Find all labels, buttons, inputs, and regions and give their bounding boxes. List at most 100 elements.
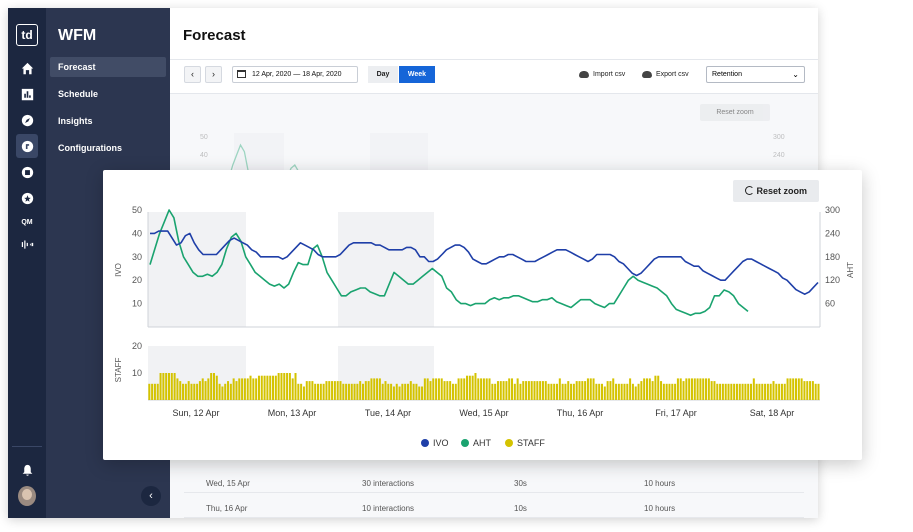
brand-title: WFM bbox=[58, 27, 97, 44]
staff-bar bbox=[342, 383, 345, 400]
staff-tick: 20 bbox=[132, 341, 142, 351]
star-icon[interactable] bbox=[16, 188, 38, 208]
staff-bar bbox=[570, 383, 573, 400]
date-range-text: 12 Apr, 2020 — 18 Apr, 2020 bbox=[252, 71, 342, 78]
import-csv-button[interactable]: Import csv bbox=[579, 71, 625, 78]
forecast-chart[interactable]: 50 40 30 20 10 300 240 180 120 60 20 10 IVO AHT STAFF S… bbox=[103, 170, 862, 460]
staff-bar bbox=[752, 378, 755, 400]
staff-bar bbox=[758, 383, 761, 400]
staff-bar bbox=[741, 383, 744, 400]
staff-bar bbox=[432, 378, 435, 400]
staff-bar bbox=[654, 375, 657, 400]
x-tick-label: Mon, 13 Apr bbox=[268, 408, 317, 418]
compass-icon[interactable] bbox=[16, 110, 38, 130]
table-row[interactable]: Wed, 15 Apr 30 interactions 30s 10 hours bbox=[184, 471, 804, 493]
staff-bar bbox=[671, 383, 674, 400]
staff-bar bbox=[193, 383, 196, 400]
staff-bar bbox=[600, 383, 603, 400]
staff-bar bbox=[764, 383, 767, 400]
staff-bar bbox=[676, 378, 679, 400]
legend-label: AHT bbox=[473, 438, 492, 448]
staff-bar bbox=[499, 381, 502, 400]
nav-item-insights[interactable]: Insights bbox=[58, 116, 93, 126]
staff-bar bbox=[381, 383, 384, 400]
staff-bar bbox=[415, 383, 418, 400]
staff-bar bbox=[232, 378, 235, 400]
import-csv-label: Import csv bbox=[593, 71, 626, 78]
row-interactions: 10 interactions bbox=[362, 504, 415, 513]
staff-bar bbox=[536, 381, 539, 400]
next-week-button[interactable]: › bbox=[205, 66, 222, 83]
qm-icon[interactable]: QM bbox=[21, 218, 33, 226]
staff-bar bbox=[449, 381, 452, 400]
staff-bar bbox=[603, 386, 606, 400]
staff-bar bbox=[786, 378, 789, 400]
staff-bar bbox=[182, 383, 185, 400]
staff-bar bbox=[359, 381, 362, 400]
y-tick-left: 50 bbox=[132, 205, 142, 215]
toolbar: ‹ › 12 Apr, 2020 — 18 Apr, 2020 Day Week… bbox=[170, 60, 818, 94]
bell-icon[interactable] bbox=[16, 460, 38, 480]
staff-bar bbox=[688, 378, 691, 400]
staff-bar bbox=[612, 378, 615, 400]
y-tick-right: 180 bbox=[825, 252, 840, 262]
week-toggle[interactable]: Week bbox=[399, 66, 435, 83]
legend-marker bbox=[461, 439, 469, 447]
collapse-sidebar-button[interactable]: ‹ bbox=[141, 486, 161, 506]
staff-bar bbox=[544, 381, 547, 400]
table-row[interactable]: Thu, 16 Apr 10 interactions 10s 10 hours bbox=[184, 496, 804, 518]
staff-bar bbox=[702, 378, 705, 400]
calendar-icon[interactable] bbox=[16, 162, 38, 182]
x-tick-label: Tue, 14 Apr bbox=[365, 408, 411, 418]
staff-bar bbox=[527, 381, 530, 400]
staff-bar bbox=[241, 378, 244, 400]
wfm-icon[interactable] bbox=[16, 134, 38, 158]
staff-bar bbox=[721, 383, 724, 400]
legend-label: IVO bbox=[433, 438, 449, 448]
staff-bar bbox=[255, 378, 258, 400]
avatar[interactable] bbox=[18, 486, 36, 506]
row-aht: 30s bbox=[514, 479, 527, 488]
staff-bar bbox=[690, 378, 693, 400]
staff-bar bbox=[173, 373, 176, 400]
export-csv-button[interactable]: Export csv bbox=[642, 71, 689, 78]
reports-icon[interactable] bbox=[16, 84, 38, 104]
td-logo[interactable]: td bbox=[16, 24, 38, 46]
row-day: Thu, 16 Apr bbox=[206, 504, 248, 513]
staff-bar bbox=[460, 378, 463, 400]
staff-bar bbox=[485, 378, 488, 400]
day-toggle[interactable]: Day bbox=[368, 66, 398, 83]
staff-bar bbox=[429, 381, 432, 400]
staff-bar bbox=[800, 378, 803, 400]
queue-select[interactable]: Retention ⌄ bbox=[706, 66, 805, 83]
analytics-icon[interactable] bbox=[16, 234, 38, 254]
staff-bar bbox=[797, 378, 800, 400]
staff-bar bbox=[685, 378, 688, 400]
series-aht bbox=[149, 209, 749, 317]
staff-bar bbox=[437, 378, 440, 400]
bg-tick-right-0: 300 bbox=[773, 134, 785, 141]
staff-bar bbox=[345, 383, 348, 400]
staff-bar bbox=[297, 383, 300, 400]
staff-bar bbox=[457, 378, 460, 400]
staff-bar bbox=[224, 383, 227, 400]
staff-bar bbox=[286, 373, 289, 400]
nav-item-forecast[interactable]: Forecast bbox=[50, 57, 166, 77]
reset-zoom-button[interactable]: Reset zoom bbox=[733, 180, 819, 202]
staff-bar bbox=[319, 383, 322, 400]
icon-rail: td QM bbox=[8, 8, 46, 518]
staff-bar bbox=[727, 383, 730, 400]
nav-item-schedule[interactable]: Schedule bbox=[58, 89, 99, 99]
staff-bar bbox=[302, 386, 305, 400]
prev-week-button[interactable]: ‹ bbox=[184, 66, 201, 83]
staff-bar bbox=[215, 375, 218, 400]
nav-item-configurations[interactable]: Configurations bbox=[58, 143, 122, 153]
staff-bar bbox=[699, 378, 702, 400]
home-icon[interactable] bbox=[16, 58, 38, 78]
staff-bar bbox=[227, 381, 230, 400]
staff-bar bbox=[766, 383, 769, 400]
bg-reset-zoom-button[interactable]: Reset zoom bbox=[700, 104, 770, 121]
staff-bar bbox=[333, 381, 336, 400]
staff-bar bbox=[747, 383, 750, 400]
date-range-input[interactable]: 12 Apr, 2020 — 18 Apr, 2020 bbox=[232, 66, 358, 83]
